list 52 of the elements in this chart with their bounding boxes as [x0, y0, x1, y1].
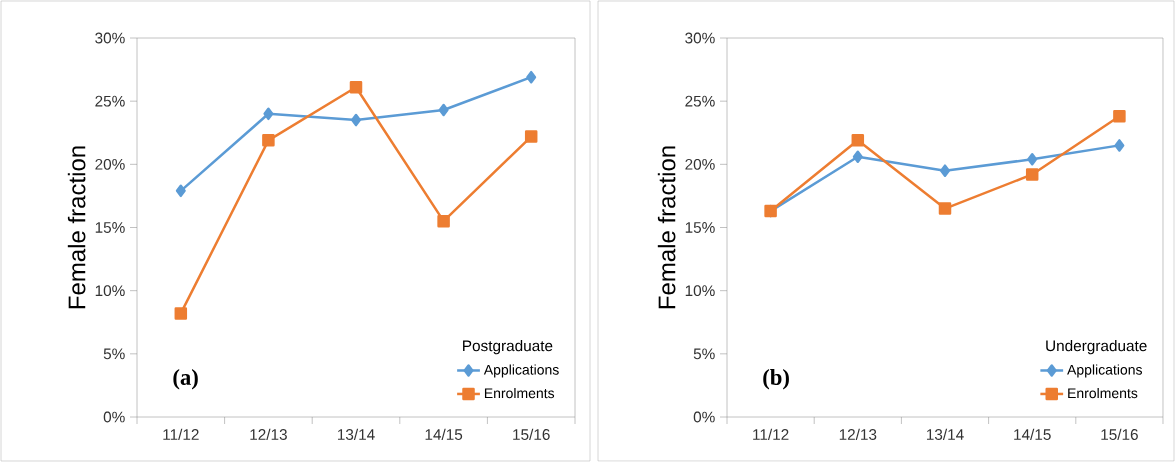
point: [262, 134, 275, 147]
y-tick-label: 25%: [685, 95, 715, 107]
y-tick-label: 25%: [95, 95, 125, 107]
y-tick-label: 0%: [103, 411, 125, 423]
annotation: (a): [173, 369, 198, 390]
point: [1025, 168, 1039, 181]
point: [524, 130, 538, 143]
x-tick-label: 15/16: [1101, 428, 1138, 440]
x-tick-label: 11/12: [163, 428, 199, 440]
point: [263, 107, 274, 121]
y-tick-label: 20%: [95, 158, 125, 170]
legend-label: Enrolments: [484, 387, 555, 399]
point: [852, 150, 863, 164]
x-tick-label: 13/14: [337, 428, 375, 440]
y-axis-title: Female fraction: [657, 146, 676, 309]
point: [526, 70, 537, 84]
y-tick-label: 15%: [95, 222, 125, 233]
y-axis-title: Female fraction: [67, 146, 86, 309]
point: [349, 81, 363, 94]
y-tick-label: 10%: [685, 285, 715, 297]
point: [1113, 110, 1126, 123]
y-tick-label: 0%: [693, 411, 715, 423]
point: [1027, 153, 1038, 166]
x-tick-label: 14/15: [425, 428, 463, 440]
y-tick-label: 30%: [95, 32, 125, 44]
y-tick-label: 20%: [685, 158, 715, 170]
x-tick-label: 13/14: [926, 428, 964, 440]
y-tick-label: 5%: [693, 348, 715, 360]
point: [851, 134, 865, 147]
point: [939, 164, 951, 177]
legend-title: Undergraduate: [1046, 339, 1147, 355]
y-tick-label: 5%: [103, 348, 125, 360]
y-tick-label: 10%: [95, 285, 125, 297]
x-tick-label: 12/13: [250, 428, 287, 440]
point: [351, 113, 362, 127]
point: [938, 202, 952, 215]
point: [438, 103, 449, 117]
legend-title: Postgraduate: [463, 339, 553, 355]
legend-label: Enrolments: [1068, 387, 1138, 399]
legend-label: Applications: [1067, 364, 1143, 378]
x-tick-label: 12/13: [839, 428, 877, 440]
x-tick-label: 14/15: [1014, 428, 1051, 440]
point: [175, 184, 186, 198]
point: [1114, 139, 1125, 152]
x-tick-label: 11/12: [753, 428, 789, 440]
y-tick-label: 15%: [685, 222, 715, 233]
point: [437, 214, 450, 228]
point: [174, 307, 188, 320]
y-tick-label: 30%: [685, 32, 715, 44]
legend-label: Applications: [483, 364, 559, 378]
annotation: (b): [763, 369, 789, 390]
x-tick-label: 15/16: [513, 428, 550, 440]
